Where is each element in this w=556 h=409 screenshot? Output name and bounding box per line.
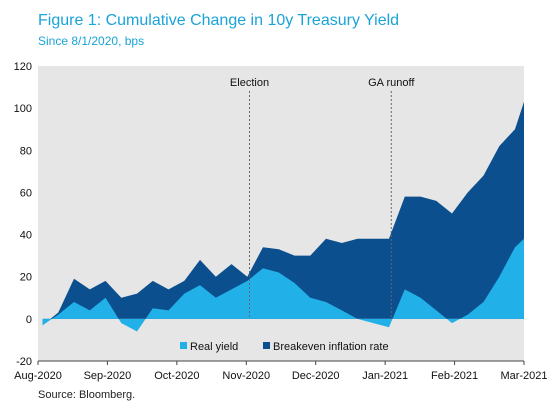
x-tick-label: Nov-2020 [222, 370, 270, 382]
series-area-real-yield [42, 238, 524, 332]
legend-swatch-real [180, 342, 187, 349]
chart-subtitle: Since 8/1/2020, bps [38, 34, 145, 48]
source-note: Source: Bloomberg. [38, 389, 136, 401]
annotation-label: GA runoff [368, 77, 415, 89]
x-tick-label: Jan-2021 [362, 370, 408, 382]
x-tick-label: Mar-2021 [500, 370, 547, 382]
y-tick-label: 60 [20, 187, 32, 199]
annotation-label: Election [230, 77, 269, 89]
legend-label-breakeven: Breakeven inflation rate [273, 341, 389, 353]
x-tick-label: Sep-2020 [84, 370, 132, 382]
y-tick-label: 100 [14, 103, 32, 115]
legend-swatch-breakeven [263, 342, 270, 349]
y-tick-label: 20 [20, 272, 32, 284]
series-area-breakeven [42, 101, 524, 326]
legend-label-real: Real yield [190, 341, 238, 353]
x-tick-label: Feb-2021 [431, 370, 478, 382]
chart-title: Figure 1: Cumulative Change in 10y Treas… [38, 12, 400, 29]
y-tick-label: 120 [14, 61, 32, 73]
x-tick-label: Aug-2020 [14, 370, 62, 382]
y-tick-label: -20 [16, 356, 32, 368]
y-tick-label: 0 [26, 314, 32, 326]
y-tick-label: 80 [20, 145, 32, 157]
y-tick-label: 40 [20, 230, 32, 242]
x-tick-label: Dec-2020 [292, 370, 340, 382]
x-tick-label: Oct-2020 [154, 370, 199, 382]
